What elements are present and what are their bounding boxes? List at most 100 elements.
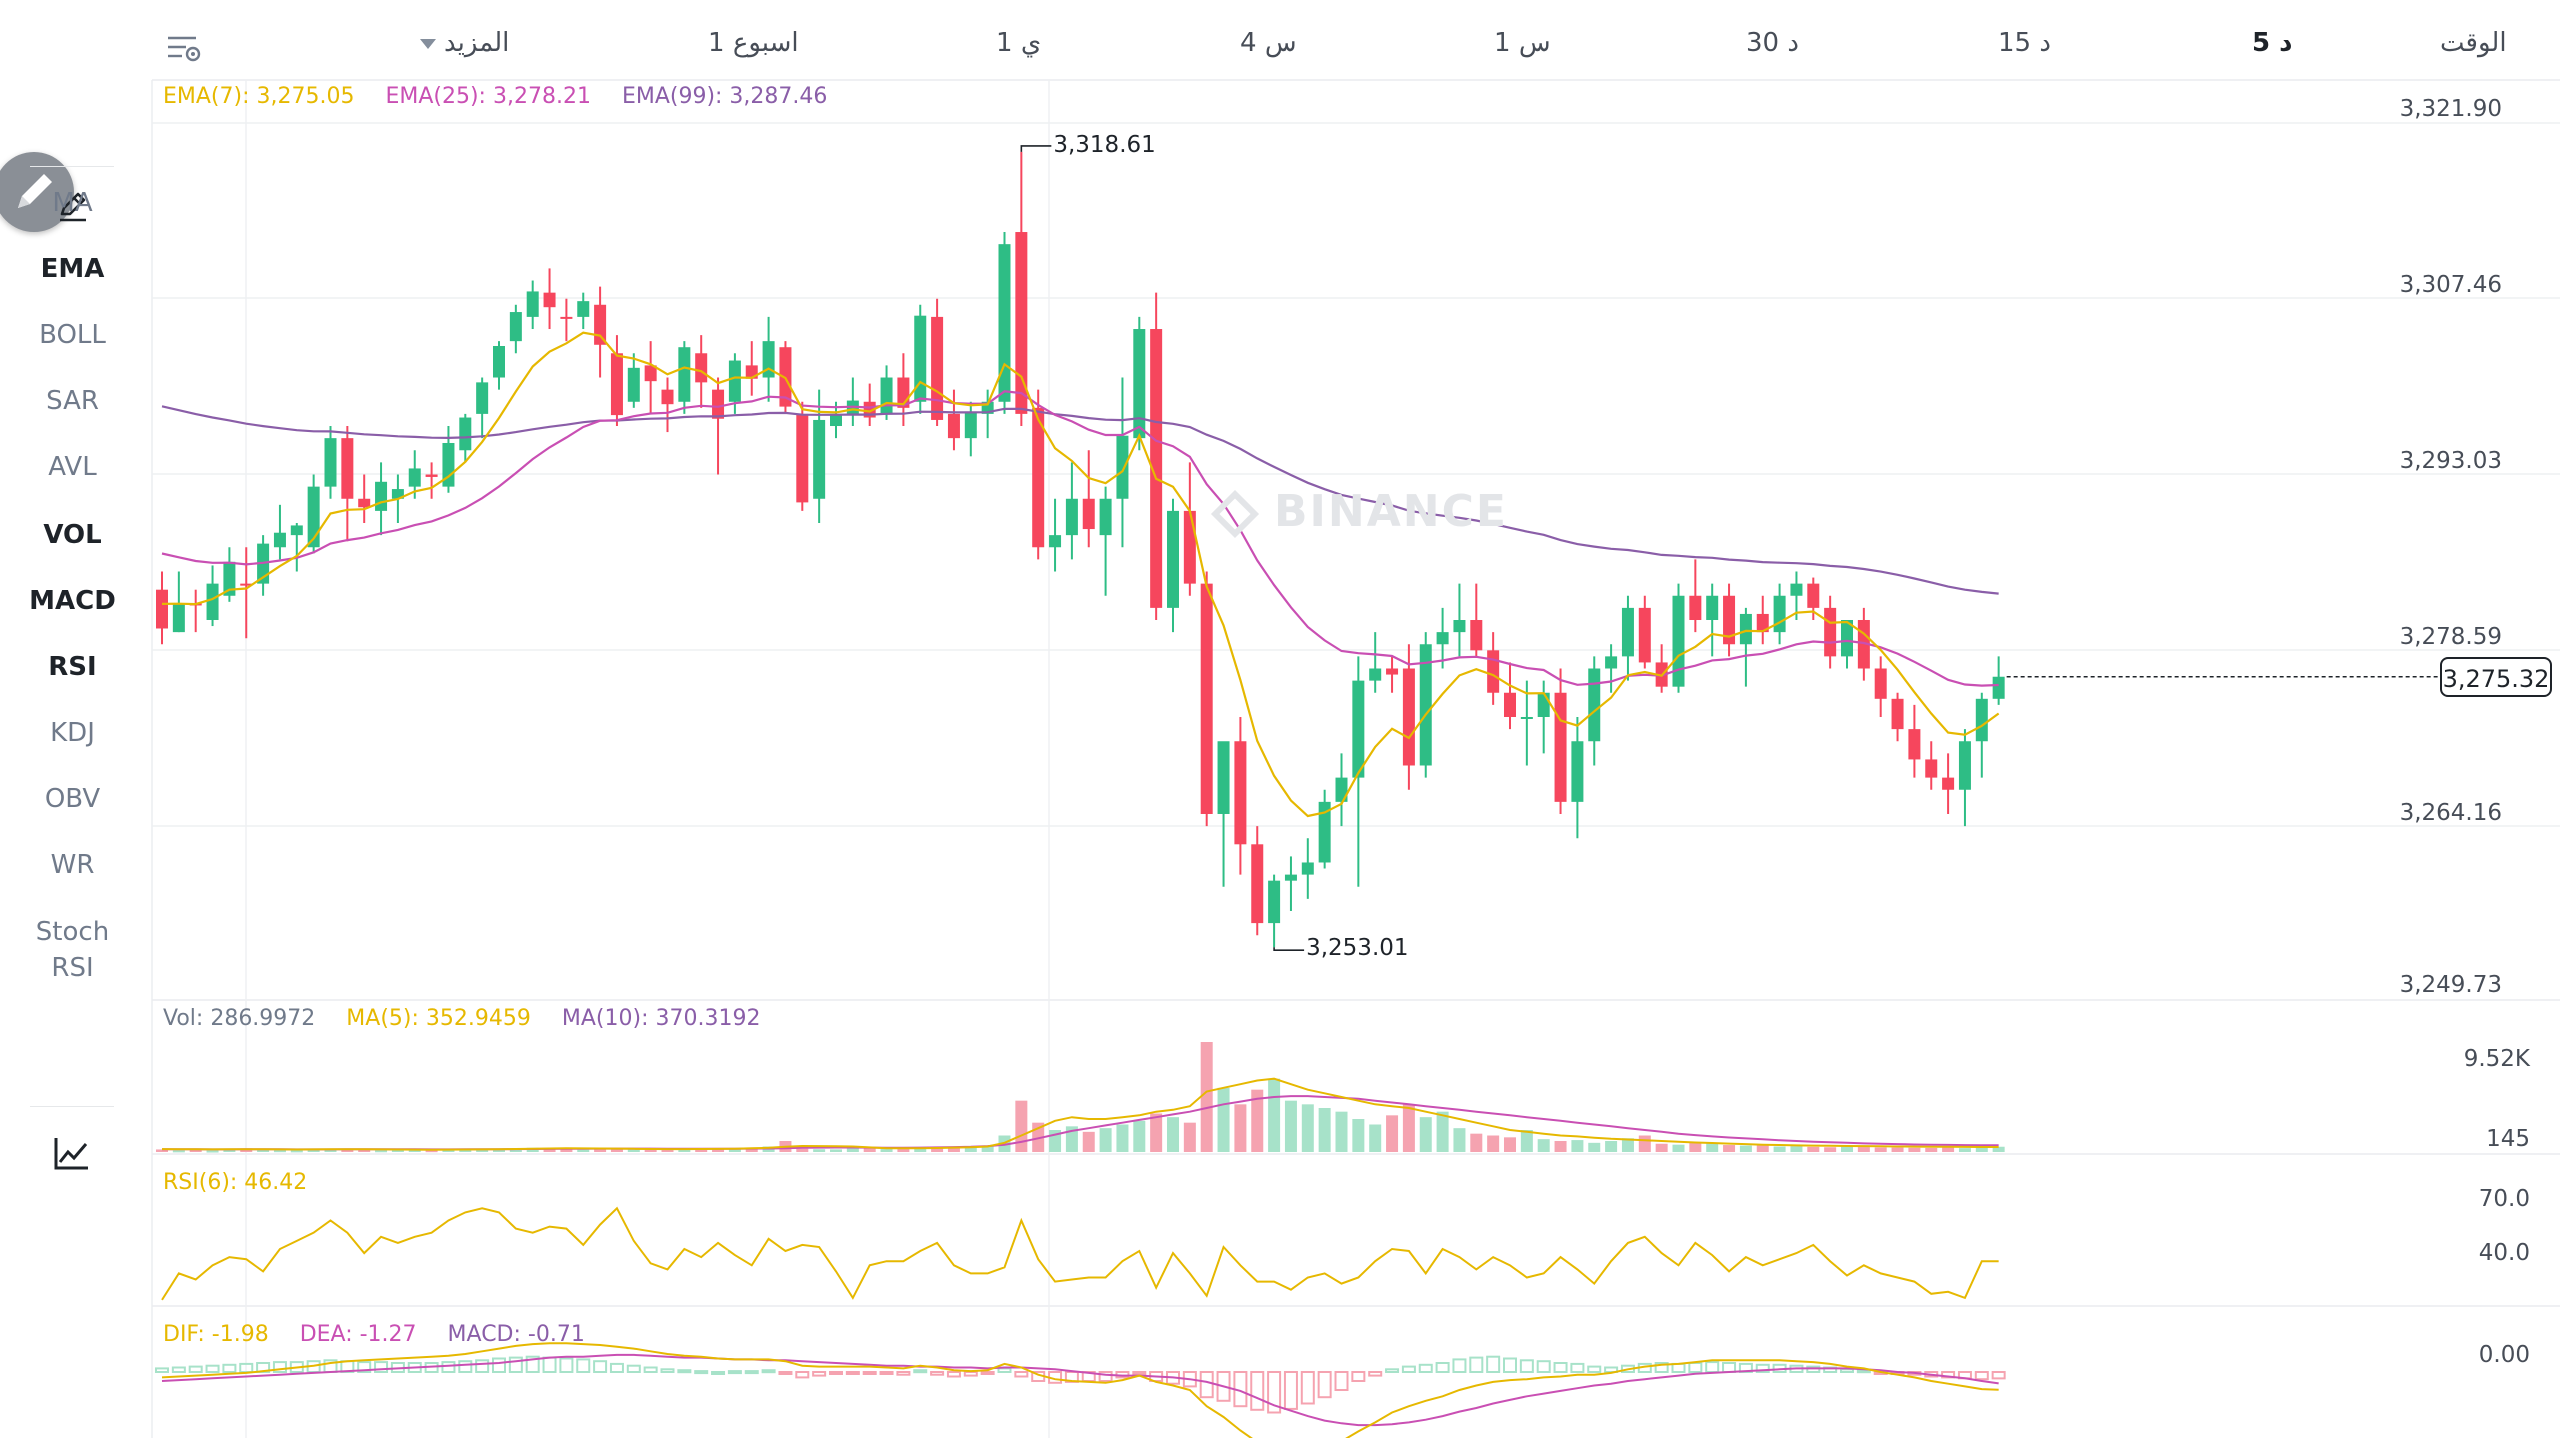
candle-body [661,389,674,405]
macd-histogram-bar [1401,1365,1416,1373]
candle-body [1116,435,1129,499]
volume-bar [1638,1135,1651,1152]
volume-bar [863,1148,876,1152]
chart-line-icon[interactable] [52,1134,92,1174]
volume-bar [1352,1119,1365,1152]
macd-histogram-bar [1974,1371,1989,1381]
interval-1w[interactable]: 1 اسبوع [708,28,799,58]
volume-bar [1487,1135,1500,1152]
indicator-avl[interactable]: AVL [48,452,97,482]
candle-body [1049,535,1062,548]
volume-bar [509,1148,522,1152]
volume-bar [1807,1146,1820,1152]
volume-bar [1082,1131,1095,1152]
watermark-text: BINANCE [1274,486,1508,537]
volume-bar [964,1146,977,1152]
candle-body [594,304,607,345]
volume-bar [846,1147,859,1152]
indicator-vol[interactable]: VOL [43,520,102,550]
draw-fab-button[interactable] [0,152,74,232]
volume-bar [1099,1128,1112,1152]
candle-body [1335,777,1348,802]
candle-body [1773,595,1786,633]
indicator-sar[interactable]: SAR [46,386,99,416]
volume-bar [644,1149,657,1152]
candle-body [1504,692,1516,717]
volume-bar [459,1149,472,1152]
indicator-stoch-rsi[interactable]: Stoch RSI [35,917,110,983]
dif-legend: DIF: -1.98 [163,1322,269,1347]
indicator-kdj[interactable]: KDJ [50,718,95,748]
macd-histogram-bar [1132,1371,1147,1375]
chart-settings-icon[interactable] [166,34,202,64]
pencil-icon [18,174,52,208]
current-price-badge[interactable]: 3,275.32 [2440,656,2552,697]
interval-bar: المزيد 1 اسبوع 1 ي 4 س 1 س 30 د 15 د 5 د… [0,0,2560,90]
macd-histogram-bar [1553,1362,1568,1373]
interval-4h[interactable]: 4 س [1240,28,1297,58]
macd-histogram-bar [778,1371,793,1375]
indicator-obv[interactable]: OBV [44,784,101,814]
indicator-boll[interactable]: BOLL [39,320,106,350]
candle-body [1975,698,1988,742]
macd-histogram-bar [930,1371,945,1376]
indicator-ma[interactable]: MA [52,188,93,218]
candle-body [1537,692,1550,717]
volume-bar [745,1148,758,1152]
volume-bar [1470,1133,1483,1152]
interval-15m[interactable]: 15 د [1998,28,2051,58]
binance-watermark: BINANCE [1210,486,1508,539]
macd-histogram-bar [1452,1358,1467,1374]
price-tick: 3,293.03 [2399,448,2502,474]
volume-bar [880,1149,893,1152]
volume-ma5-line [161,1077,1999,1151]
candle-body [1419,644,1432,766]
volume-bar [1689,1142,1702,1152]
indicator-ema[interactable]: EMA [40,254,105,284]
interval-5m[interactable]: 5 د [2252,28,2293,58]
volume-bar [1908,1147,1921,1152]
volume-bar [156,1149,168,1152]
volume-bar [627,1149,640,1152]
edit-icon[interactable] [56,190,90,224]
volume-bar [375,1150,388,1153]
indicator-wr[interactable]: WR [50,850,95,880]
macd-histogram-bar [272,1361,287,1373]
candle-body [509,312,522,342]
volume-bar [931,1148,944,1152]
macd-histogram-bar [1435,1362,1450,1373]
interval-1h[interactable]: 1 س [1494,28,1551,58]
candle-body [1015,232,1028,414]
candle-body [577,301,590,317]
interval-more[interactable]: المزيد [420,28,509,58]
candle-body [1605,656,1618,669]
macd-histogram-bar [761,1369,776,1374]
volume-bar [273,1150,286,1153]
indicator-rsi[interactable]: RSI [48,652,97,682]
macd-histogram-bar [1519,1359,1534,1374]
macd-histogram-bar [896,1371,911,1376]
candle-body [1925,759,1938,778]
candle-body [1318,801,1331,863]
macd-histogram-bar [795,1371,810,1379]
candle-body [240,583,253,586]
volume-bar [1571,1140,1584,1152]
toolbar-divider [30,166,114,167]
volume-bar [897,1148,910,1152]
candle-body [1672,595,1685,687]
indicator-macd[interactable]: MACD [29,586,116,616]
volume-bar [290,1150,303,1153]
interval-time[interactable]: الوقت [2440,28,2507,58]
low-price-label: 3,253.01 [1306,935,1409,962]
macd-histogram-bar [374,1361,389,1373]
volume-bar [189,1149,202,1152]
volume-bar [172,1150,185,1153]
interval-1d[interactable]: 1 ي [996,28,1042,58]
macd-histogram-bar [1250,1371,1265,1411]
volume-bar [257,1149,270,1152]
volume-bar [1504,1137,1516,1152]
macd-histogram-bar [1300,1371,1315,1405]
interval-30m[interactable]: 30 د [1746,28,1799,58]
macd-histogram-bar [677,1369,692,1374]
